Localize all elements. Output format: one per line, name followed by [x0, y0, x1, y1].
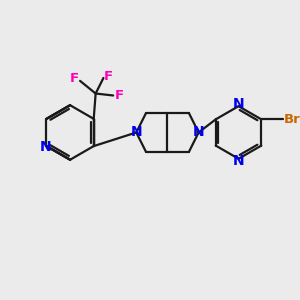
Text: Br: Br: [284, 113, 300, 126]
Text: N: N: [40, 140, 51, 154]
Text: N: N: [130, 124, 142, 139]
Text: F: F: [70, 72, 79, 86]
Text: F: F: [115, 89, 124, 102]
Text: F: F: [104, 70, 113, 83]
Text: N: N: [193, 124, 204, 139]
Text: N: N: [233, 154, 244, 168]
Text: N: N: [233, 97, 244, 111]
